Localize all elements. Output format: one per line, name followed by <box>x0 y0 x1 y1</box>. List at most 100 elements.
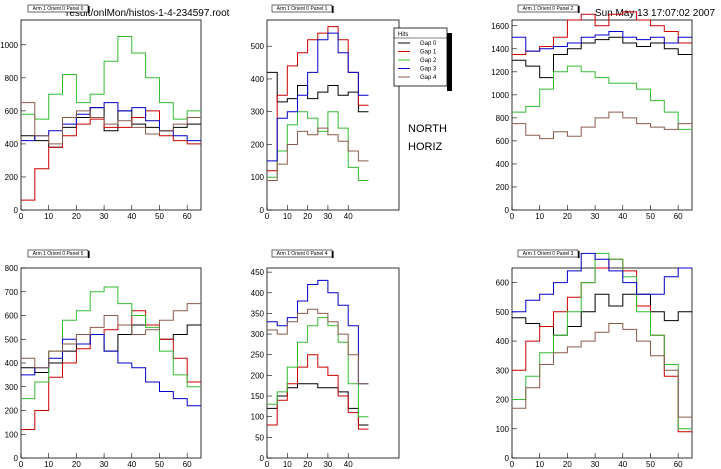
y-tick-label: 100 <box>5 430 19 439</box>
x-tick-label: 0 <box>19 212 24 221</box>
y-tick-label: 800 <box>5 264 19 273</box>
x-tick-label: 50 <box>155 460 164 469</box>
y-tick-label: 200 <box>251 371 265 380</box>
plot-frame <box>266 267 400 459</box>
x-tick-label: 30 <box>100 212 109 221</box>
legend-entry: Gap 4 <box>420 75 437 81</box>
x-tick-label: 10 <box>283 212 292 221</box>
series-line-gap-3 <box>512 252 692 313</box>
x-tick-label: 50 <box>155 212 164 221</box>
legend: Hits Gap 0 Gap 1 Gap 2 Gap 3 Gap 4 <box>393 27 452 91</box>
panel-title: Arm 1 Orient 0 Panel 4 <box>277 251 328 257</box>
panel-title-shadow <box>88 6 90 13</box>
plot-frame <box>20 19 202 211</box>
panel-title: Arm 1 Orient 0 Panel 5 <box>33 251 84 257</box>
y-tick-label: 400 <box>496 160 510 169</box>
x-tick-label: 40 <box>618 460 627 469</box>
plot-frame <box>20 267 202 459</box>
x-tick-label: 60 <box>183 212 192 221</box>
series-line-gap-4 <box>21 102 201 145</box>
x-tick-label: 10 <box>283 460 292 469</box>
series-line-gap-2 <box>21 36 201 120</box>
series-line-gap-4 <box>267 127 369 181</box>
y-tick-label: 200 <box>496 183 510 192</box>
x-tick-label: 20 <box>563 460 572 469</box>
y-tick-label: 400 <box>251 75 265 84</box>
x-tick-label: 0 <box>265 460 270 469</box>
series-line-gap-3 <box>21 334 201 407</box>
y-tick-label: 100 <box>251 173 265 182</box>
series-line-gap-0 <box>512 36 692 79</box>
series-line-gap-0 <box>21 324 201 373</box>
x-tick-label: 10 <box>535 212 544 221</box>
panel-title-shadow <box>332 6 334 13</box>
y-tick-label: 400 <box>5 140 19 149</box>
y-tick-label: 1200 <box>491 68 509 77</box>
legend-entry: Gap 0 <box>420 41 437 47</box>
x-tick-label: 40 <box>618 212 627 221</box>
y-tick-label: 0 <box>505 206 510 215</box>
x-tick-label: 20 <box>563 212 572 221</box>
series-line-gap-3 <box>21 102 201 142</box>
x-tick-label: 10 <box>535 460 544 469</box>
series-line-gap-4 <box>267 308 369 385</box>
x-tick-label: 50 <box>646 212 655 221</box>
x-tick-label: 20 <box>72 460 81 469</box>
y-tick-label: 300 <box>251 108 265 117</box>
y-tick-label: 0 <box>505 454 510 463</box>
x-tick-label: 10 <box>44 460 53 469</box>
legend-entry: Gap 1 <box>420 50 437 56</box>
plot-frame <box>511 19 693 211</box>
x-tick-label: 40 <box>127 212 136 221</box>
y-tick-label: 100 <box>496 425 510 434</box>
y-tick-label: 50 <box>255 433 264 442</box>
panel-title: Arm 1 Orient 0 Panel 1 <box>277 6 328 12</box>
panel-5: Arm 1 Orient 0 Panel 30 10 20 30 40 50 6001002… <box>496 249 693 469</box>
y-tick-label: 350 <box>251 309 265 318</box>
date-label: Sun May 13 17:07:02 2007 <box>595 8 716 19</box>
y-tick-label: 600 <box>5 107 19 116</box>
annotation-horiz: HORIZ <box>408 141 443 153</box>
series-line-gap-1 <box>512 11 692 55</box>
panel-title-shadow <box>88 251 90 258</box>
series-line-gap-1 <box>21 310 201 430</box>
series-line-gap-2 <box>512 65 692 130</box>
panels: Arm 1 Orient 0 Panel 00 10 20 30 40 50 6002004… <box>0 4 693 469</box>
y-tick-label: 1000 <box>491 91 509 100</box>
x-tick-label: 60 <box>674 212 683 221</box>
panel-title-shadow <box>578 251 580 258</box>
x-tick-label: 50 <box>646 460 655 469</box>
x-tick-label: 40 <box>344 460 353 469</box>
series-line-gap-2 <box>512 252 692 430</box>
file-path-label: result/onlMon/histos-1-4-234597.root <box>66 8 230 19</box>
legend-shadow <box>447 33 452 91</box>
x-tick-label: 60 <box>183 460 192 469</box>
x-tick-label: 30 <box>323 460 332 469</box>
panel-3: Arm 1 Orient 0 Panel 50 10 20 30 40 50 6001002… <box>5 249 202 469</box>
series-line-gap-2 <box>267 317 369 418</box>
legend-box <box>393 27 448 87</box>
y-tick-label: 0 <box>260 206 265 215</box>
series-line-gap-1 <box>512 258 692 433</box>
x-tick-label: 30 <box>323 212 332 221</box>
y-tick-label: 100 <box>251 413 265 422</box>
x-tick-label: 30 <box>591 212 600 221</box>
y-tick-label: 300 <box>251 330 265 339</box>
series-line-gap-0 <box>267 383 369 426</box>
series-line-gap-3 <box>267 279 369 385</box>
y-tick-label: 200 <box>251 140 265 149</box>
plot-frame <box>266 19 400 211</box>
series-line-gap-3 <box>512 31 692 52</box>
y-tick-label: 400 <box>251 289 265 298</box>
panel-title: Arm 1 Orient 0 Panel 3 <box>523 251 574 257</box>
series-line-gap-4 <box>512 111 692 140</box>
y-tick-label: 800 <box>5 74 19 83</box>
legend-entry: Gap 2 <box>420 58 437 64</box>
panel-4: Arm 1 Orient 0 Panel 40 10 20 30 40050100150… <box>251 249 400 469</box>
y-tick-label: 600 <box>5 312 19 321</box>
y-tick-label: 150 <box>251 392 265 401</box>
y-tick-label: 800 <box>496 114 510 123</box>
x-tick-label: 40 <box>127 460 136 469</box>
plot-frame <box>511 267 693 459</box>
